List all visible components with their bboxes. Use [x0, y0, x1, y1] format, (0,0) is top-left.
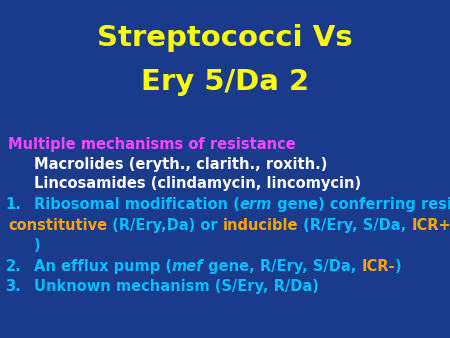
- Text: 2.: 2.: [5, 259, 21, 273]
- Text: Lincosamides (clindamycin, lincomycin): Lincosamides (clindamycin, lincomycin): [34, 176, 361, 191]
- Text: An efflux pump (: An efflux pump (: [34, 259, 172, 273]
- Text: Macrolides (eryth., clarith., roxith.): Macrolides (eryth., clarith., roxith.): [34, 157, 327, 172]
- Text: ): ): [395, 259, 402, 273]
- Text: constitutive: constitutive: [8, 218, 107, 233]
- Text: inducible: inducible: [223, 218, 298, 233]
- Text: gene) conferring resistance to: gene) conferring resistance to: [272, 197, 450, 212]
- Text: ICR+: ICR+: [412, 218, 450, 233]
- Text: mef: mef: [172, 259, 203, 273]
- Text: erm: erm: [239, 197, 272, 212]
- Text: Multiple mechanisms of resistance: Multiple mechanisms of resistance: [8, 137, 296, 152]
- Text: Streptococci Vs: Streptococci Vs: [97, 24, 353, 52]
- Text: (R/Ery,Da) or: (R/Ery,Da) or: [107, 218, 223, 233]
- Text: gene, R/Ery, S/Da,: gene, R/Ery, S/Da,: [203, 259, 362, 273]
- Text: Ribosomal modification (: Ribosomal modification (: [34, 197, 239, 212]
- Text: Ery 5/Da 2: Ery 5/Da 2: [141, 68, 309, 96]
- Text: 1.: 1.: [5, 197, 21, 212]
- Text: (R/Ery, S/Da,: (R/Ery, S/Da,: [298, 218, 412, 233]
- Text: Unknown mechanism (S/Ery, R/Da): Unknown mechanism (S/Ery, R/Da): [34, 279, 319, 294]
- Text: 3.: 3.: [5, 279, 21, 294]
- Text: ): ): [34, 238, 40, 253]
- Text: ICR-: ICR-: [362, 259, 395, 273]
